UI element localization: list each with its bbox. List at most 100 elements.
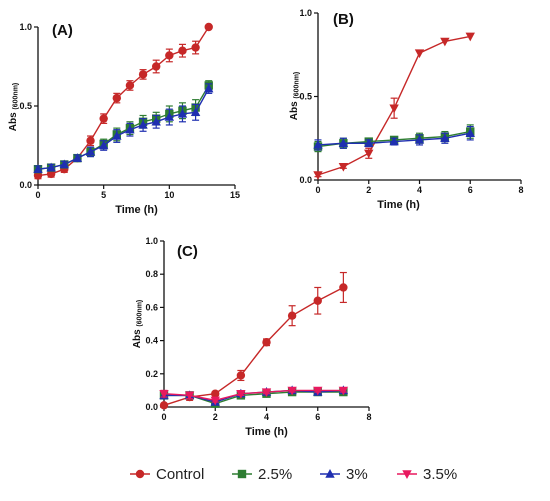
data-point xyxy=(152,62,161,71)
series-3pct xyxy=(33,83,214,173)
y-tick-label: 0.4 xyxy=(145,336,158,346)
data-point xyxy=(59,159,69,169)
data-point xyxy=(164,112,175,121)
x-tick-label: 0 xyxy=(161,412,166,422)
x-tick-label: 0 xyxy=(315,185,320,195)
series-line xyxy=(37,88,210,170)
y-tick-label: 0.8 xyxy=(145,269,158,279)
chart-panel-b: 0 2 4 6 8 0.0 0.5 1.0 Time (h) Abs (600nm) (B) xyxy=(289,8,524,211)
panel-label-b: (B) xyxy=(333,11,354,28)
data-point xyxy=(178,46,187,55)
panel-label-a: (A) xyxy=(52,22,73,39)
x-tick-label: 6 xyxy=(468,185,473,195)
legend-label: 3.5% xyxy=(423,466,457,483)
series-control xyxy=(33,22,213,180)
data-point xyxy=(389,136,399,146)
x-tick-label: 8 xyxy=(366,412,371,422)
legend-item-2-5pct: 2.5% xyxy=(232,466,292,483)
series-3-5pct xyxy=(313,32,475,180)
legend-item-3-5pct: 3.5% xyxy=(397,466,457,483)
data-point xyxy=(204,22,213,32)
data-point xyxy=(191,43,200,52)
x-tick-label: 0 xyxy=(35,190,40,200)
data-point xyxy=(112,131,122,140)
x-axis-label: Time (h) xyxy=(377,199,420,211)
data-point xyxy=(440,133,450,142)
y-axis-label: Abs (600nm) xyxy=(289,72,301,121)
y-tick-label: 0.0 xyxy=(19,180,32,190)
data-point xyxy=(313,171,323,180)
data-point xyxy=(236,390,246,399)
data-point xyxy=(339,283,348,292)
data-point xyxy=(33,164,43,173)
data-point xyxy=(151,116,161,126)
y-tick-label: 0.0 xyxy=(299,175,312,185)
data-point xyxy=(338,138,349,147)
y-axis-label: Abs (600nm) xyxy=(132,300,144,349)
data-point xyxy=(46,169,56,179)
y-tick-label: 0.0 xyxy=(145,402,158,412)
legend-marker xyxy=(135,469,145,479)
data-point xyxy=(46,162,56,172)
x-tick-label: 4 xyxy=(417,185,422,195)
data-point xyxy=(165,51,174,60)
legend-marker xyxy=(237,469,247,479)
x-axis-label: Time (h) xyxy=(245,426,288,438)
data-point xyxy=(338,386,349,396)
data-point xyxy=(190,107,201,117)
data-point xyxy=(99,114,108,123)
data-point xyxy=(98,140,109,150)
y-tick-label: 0.5 xyxy=(19,101,32,111)
data-point xyxy=(313,139,323,149)
data-point xyxy=(204,83,214,93)
data-point xyxy=(287,386,297,396)
data-point xyxy=(236,371,246,380)
legend-label: Control xyxy=(156,466,204,483)
data-point xyxy=(414,49,425,59)
chart-panel-a: 0 5 10 15 0.0 0.5 1.0 Time (h) Abs (600nm) (A) xyxy=(8,22,240,216)
legend-label: 2.5% xyxy=(258,466,292,483)
y-tick-label: 0.5 xyxy=(299,92,312,102)
data-point xyxy=(159,390,169,399)
data-point xyxy=(138,70,148,79)
panel-label-c: (C) xyxy=(177,243,198,260)
data-point xyxy=(33,171,43,180)
data-point xyxy=(389,104,399,114)
x-axis-label: Time (h) xyxy=(115,204,158,216)
legend: Control 2.5% 3% 3.5% xyxy=(130,466,457,483)
x-tick-label: 2 xyxy=(213,412,218,422)
series-3pct xyxy=(313,125,475,151)
data-point xyxy=(313,386,323,396)
y-tick-label: 1.0 xyxy=(299,8,312,18)
y-axis-label: Abs (600nm) xyxy=(8,83,20,132)
data-point xyxy=(287,311,297,320)
legend-item-control: Control xyxy=(130,466,204,483)
data-point xyxy=(210,396,220,406)
data-point xyxy=(364,149,374,159)
legend-item-3pct: 3% xyxy=(320,466,368,483)
data-point xyxy=(465,128,475,137)
data-point xyxy=(261,388,272,398)
data-point xyxy=(177,108,188,118)
data-point xyxy=(72,153,83,162)
y-tick-label: 0.2 xyxy=(145,369,158,379)
series-line xyxy=(37,85,210,170)
y-tick-label: 1.0 xyxy=(145,236,158,246)
x-tick-label: 8 xyxy=(518,185,523,195)
data-point xyxy=(85,146,96,156)
series-3-5pct xyxy=(159,386,349,406)
data-point xyxy=(262,338,271,347)
data-point xyxy=(211,389,220,398)
data-point xyxy=(138,119,148,129)
data-point xyxy=(414,134,425,144)
data-point xyxy=(440,37,450,47)
data-point xyxy=(313,296,322,305)
x-tick-label: 15 xyxy=(230,190,240,200)
legend-marker xyxy=(325,469,335,478)
data-point xyxy=(125,81,135,90)
x-tick-label: 6 xyxy=(315,412,320,422)
legend-label: 3% xyxy=(346,466,368,483)
data-point xyxy=(364,138,374,147)
y-tick-label: 1.0 xyxy=(19,22,32,32)
